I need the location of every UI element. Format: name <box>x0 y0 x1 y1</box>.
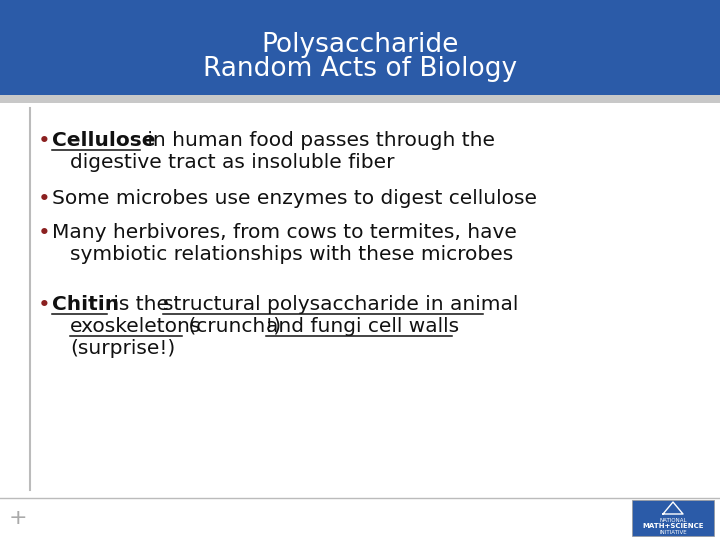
Text: exoskeletons: exoskeletons <box>70 317 202 336</box>
Text: Many herbivores, from cows to termites, have: Many herbivores, from cows to termites, … <box>52 223 517 242</box>
Text: and fungi cell walls: and fungi cell walls <box>266 317 459 336</box>
Text: •: • <box>38 131 50 151</box>
Text: digestive tract as insoluble fiber: digestive tract as insoluble fiber <box>70 153 395 172</box>
Bar <box>0 0 720 95</box>
Text: structural polysaccharide in animal: structural polysaccharide in animal <box>163 295 518 314</box>
Text: +: + <box>9 508 27 528</box>
Text: (surprise!): (surprise!) <box>70 339 175 358</box>
Text: NATIONAL: NATIONAL <box>660 518 687 523</box>
Text: INITIATIVE: INITIATIVE <box>660 530 687 535</box>
Text: Random Acts of Biology: Random Acts of Biology <box>203 57 517 83</box>
Text: MATH+SCIENCE: MATH+SCIENCE <box>642 523 703 529</box>
Bar <box>0 95 720 103</box>
Text: Some microbes use enzymes to digest cellulose: Some microbes use enzymes to digest cell… <box>52 189 537 208</box>
Text: •: • <box>38 223 50 243</box>
Text: in human food passes through the: in human food passes through the <box>141 131 495 150</box>
Text: symbiotic relationships with these microbes: symbiotic relationships with these micro… <box>70 245 513 264</box>
Text: (crunch!): (crunch!) <box>182 317 287 336</box>
Text: is the: is the <box>107 295 176 314</box>
Text: Polysaccharide: Polysaccharide <box>261 32 459 58</box>
Text: •: • <box>38 295 50 315</box>
Text: Cellulose: Cellulose <box>52 131 156 150</box>
Text: Chitin: Chitin <box>52 295 119 314</box>
Bar <box>632 500 714 536</box>
Text: •: • <box>38 189 50 209</box>
